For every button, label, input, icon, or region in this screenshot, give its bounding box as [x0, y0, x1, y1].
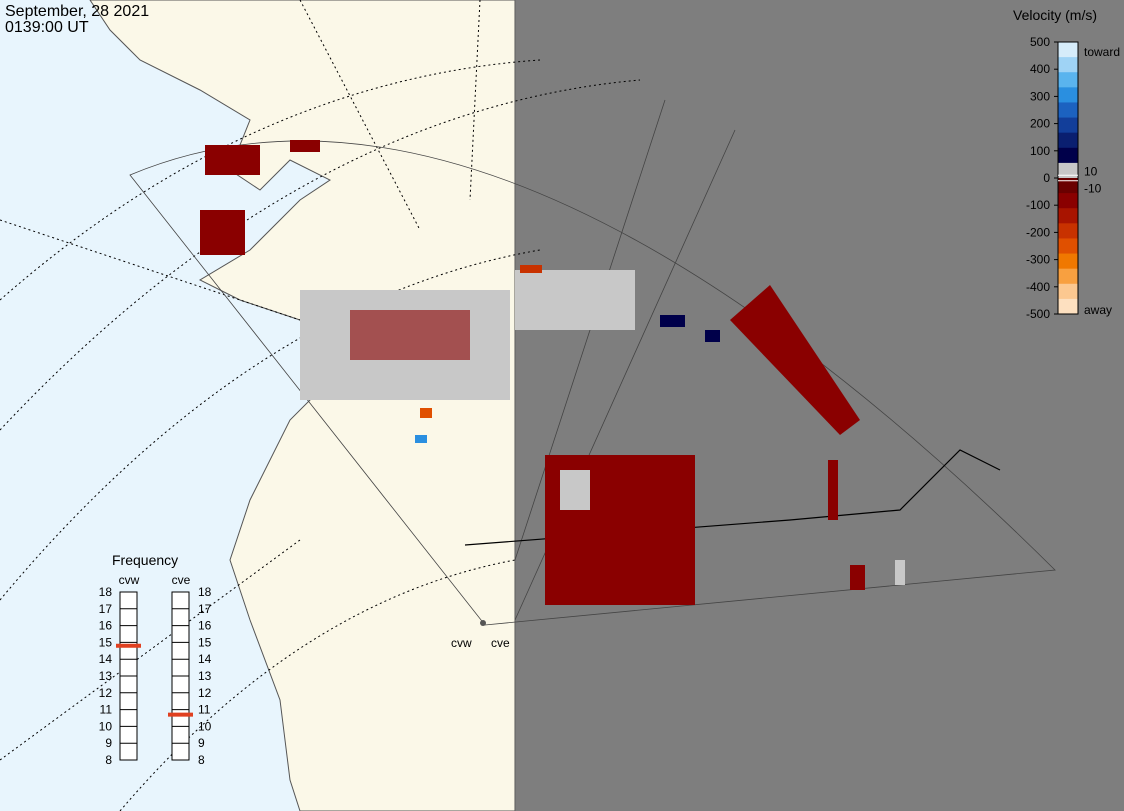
colorbar-top-label: toward	[1084, 45, 1120, 59]
frequency-tick-label: 16	[99, 619, 113, 633]
colorbar-band	[1058, 268, 1078, 285]
frequency-marker	[168, 712, 193, 717]
colorbar-band	[1058, 283, 1078, 300]
colorbar-band	[1058, 57, 1078, 73]
colorbar-band	[1058, 208, 1078, 224]
frequency-tick-label: 10	[198, 719, 212, 733]
colorbar-band	[1058, 298, 1078, 315]
colorbar-band	[1058, 132, 1078, 149]
frequency-tick-label: 13	[99, 669, 113, 683]
colorbar-bottom-label: away	[1084, 303, 1112, 317]
frequency-tick-label: 9	[198, 736, 205, 750]
frequency-tick-label: 15	[198, 635, 212, 649]
colorbar-tick-label: -100	[1026, 198, 1050, 212]
radar-site	[480, 620, 486, 626]
colorbar-inner-label: 10	[1084, 164, 1098, 178]
radar-name: cve	[172, 573, 191, 587]
date: September, 28 2021	[5, 3, 149, 20]
colorbar-inner-label: -10	[1084, 182, 1102, 196]
frequency-tick-label: 9	[105, 736, 112, 750]
frequency-tick-label: 13	[198, 669, 212, 683]
time: 0139:00 UT	[5, 19, 89, 36]
frequency-tick-label: 14	[198, 652, 212, 666]
radar-label: cve	[491, 636, 510, 650]
colorbar-band	[1058, 238, 1078, 255]
velocity-title: Velocity (m/s)	[1013, 7, 1097, 23]
radar-name: cvw	[119, 573, 140, 587]
colorbar-tick-label: 400	[1030, 62, 1050, 76]
colorbar-tick-label: -400	[1026, 280, 1050, 294]
colorbar-tick-label: 0	[1043, 171, 1050, 185]
frequency-tick-label: 17	[99, 602, 113, 616]
frequency-tick-label: 11	[100, 703, 113, 717]
radar-label: cvw	[451, 636, 472, 650]
frequency-tick-label: 12	[99, 686, 113, 700]
frequency-tick-label: 8	[105, 753, 112, 767]
frequency-tick-label: 18	[99, 585, 113, 599]
frequency-tick-label: 17	[198, 602, 212, 616]
colorbar-band	[1058, 253, 1078, 270]
frequency-tick-label: 18	[198, 585, 212, 599]
frequency-title: Frequency	[112, 552, 178, 568]
land	[89, 0, 516, 811]
colorbar-tick-label: -300	[1026, 253, 1050, 267]
colorbar-band	[1058, 102, 1078, 119]
frequency-tick-label: 8	[198, 753, 205, 767]
colorbar-band	[1058, 223, 1078, 239]
colorbar-band	[1058, 162, 1078, 179]
radar-fov	[129, 140, 1056, 626]
colorbar-tick-label: 500	[1030, 35, 1050, 49]
colorbar-tick-label: 200	[1030, 117, 1050, 131]
colorbar-band	[1058, 147, 1078, 164]
frequency-tick-label: 16	[198, 619, 212, 633]
graticule	[0, 0, 641, 811]
colorbar-band	[1058, 87, 1078, 103]
colorbar-tick-label: 300	[1030, 89, 1050, 103]
frequency-tick-label: 11	[198, 703, 211, 717]
echo-patches	[200, 140, 905, 605]
frequency-tick-label: 12	[198, 686, 212, 700]
colorbar-band	[1058, 193, 1078, 209]
frequency-tick-label: 10	[99, 719, 113, 733]
colorbar-tick-label: -500	[1026, 307, 1050, 321]
colorbar-band	[1058, 72, 1078, 88]
colorbar-tick-label: 100	[1030, 144, 1050, 158]
colorbar-tick-label: -200	[1026, 225, 1050, 239]
frequency-marker	[116, 643, 141, 648]
colorbar-band	[1058, 42, 1078, 58]
colorbar-band	[1058, 178, 1078, 194]
colorbar-band	[1058, 117, 1078, 134]
frequency-tick-label: 14	[99, 652, 113, 666]
frequency-tick-label: 15	[99, 635, 113, 649]
